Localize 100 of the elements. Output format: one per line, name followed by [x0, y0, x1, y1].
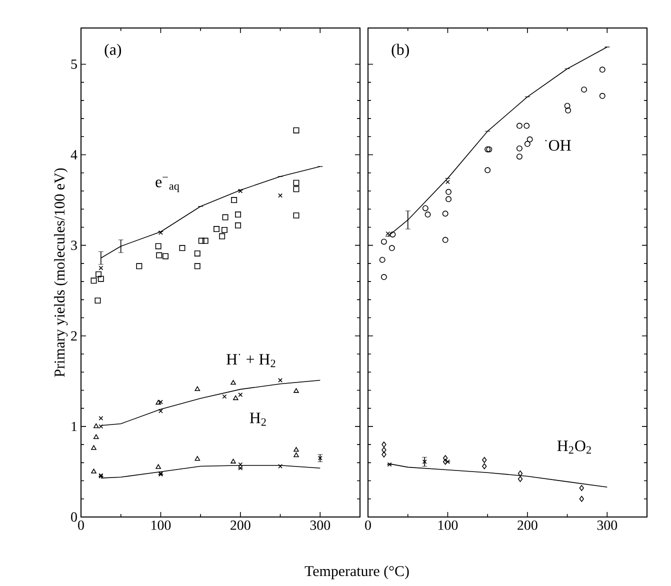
x-tick-label: 200	[230, 520, 250, 530]
point	[442, 455, 448, 462]
point	[162, 253, 168, 260]
annotation: (a)	[104, 44, 122, 58]
point	[98, 416, 104, 421]
point	[136, 263, 142, 270]
point	[293, 186, 300, 192]
point	[482, 456, 487, 463]
point	[564, 102, 570, 109]
point	[238, 466, 243, 470]
point	[222, 394, 227, 399]
point	[516, 122, 522, 129]
x-tick-label: 200	[518, 520, 538, 530]
point	[221, 226, 228, 233]
point	[446, 188, 452, 195]
x-tick-label: 0	[78, 520, 84, 530]
point	[516, 145, 522, 152]
point	[156, 252, 162, 258]
point	[155, 243, 162, 250]
point	[524, 122, 530, 129]
point	[445, 180, 450, 184]
point	[380, 238, 387, 245]
point	[579, 485, 584, 492]
point	[194, 386, 200, 392]
point	[90, 278, 97, 284]
point	[231, 197, 238, 204]
point	[179, 245, 186, 252]
point	[579, 496, 584, 502]
point	[238, 188, 243, 194]
point	[94, 434, 99, 440]
x-tick-label: 100	[438, 520, 458, 530]
point	[294, 452, 299, 458]
point	[235, 222, 242, 228]
point	[524, 140, 530, 147]
annotation: e$^{−}$aq	[156, 176, 180, 192]
point	[98, 266, 104, 270]
point	[442, 236, 448, 243]
annotation: H$_{2}$	[250, 412, 266, 426]
point	[156, 464, 161, 469]
point	[158, 400, 163, 404]
point	[599, 92, 606, 99]
point	[91, 468, 96, 474]
point	[222, 214, 228, 220]
point	[91, 445, 96, 450]
point	[278, 464, 283, 469]
point	[484, 167, 491, 174]
point	[442, 210, 448, 217]
point	[422, 460, 427, 464]
point	[516, 154, 522, 160]
y-tick-label: 3	[71, 240, 77, 250]
point	[194, 250, 200, 256]
point	[235, 212, 242, 218]
point	[202, 238, 208, 244]
point	[294, 388, 299, 393]
x-tick-label: 100	[151, 520, 171, 530]
point	[158, 408, 163, 414]
point	[442, 458, 448, 465]
point	[219, 233, 226, 240]
point	[96, 271, 102, 278]
point	[233, 395, 238, 400]
line-series	[100, 380, 321, 426]
point	[230, 380, 236, 385]
point	[238, 392, 243, 397]
y-tick-label: 4	[70, 150, 78, 160]
point	[293, 212, 300, 218]
y-tick-label: 2	[71, 331, 77, 341]
point	[293, 180, 300, 186]
point	[293, 127, 300, 134]
y-tick-label: 5	[71, 60, 77, 69]
point	[230, 458, 236, 464]
point	[98, 424, 104, 429]
point	[278, 378, 283, 382]
point	[278, 193, 283, 198]
point	[194, 456, 200, 461]
point	[390, 231, 396, 238]
point	[94, 298, 101, 304]
point	[422, 205, 428, 212]
point	[379, 256, 386, 263]
annotation: H$^{·}$ + H$_{2}$	[226, 354, 276, 368]
annotation: (b)	[392, 44, 409, 58]
point	[214, 226, 220, 232]
y-tick-label: 0	[71, 512, 77, 522]
x-axis-title: Temperature (°C)	[304, 566, 409, 580]
annotation: H$_{2}$O$_{2}$	[557, 440, 591, 454]
point	[424, 212, 431, 218]
point	[518, 470, 523, 477]
point	[198, 238, 204, 244]
y-tick-label: 1	[72, 422, 77, 432]
point	[382, 452, 386, 458]
point	[294, 447, 299, 452]
point	[565, 107, 572, 114]
point	[380, 274, 387, 280]
point	[446, 196, 452, 202]
point	[518, 476, 523, 482]
point	[382, 447, 386, 453]
point	[482, 463, 487, 470]
point	[388, 245, 395, 252]
point	[156, 400, 161, 405]
point	[581, 86, 588, 93]
point	[98, 276, 104, 282]
